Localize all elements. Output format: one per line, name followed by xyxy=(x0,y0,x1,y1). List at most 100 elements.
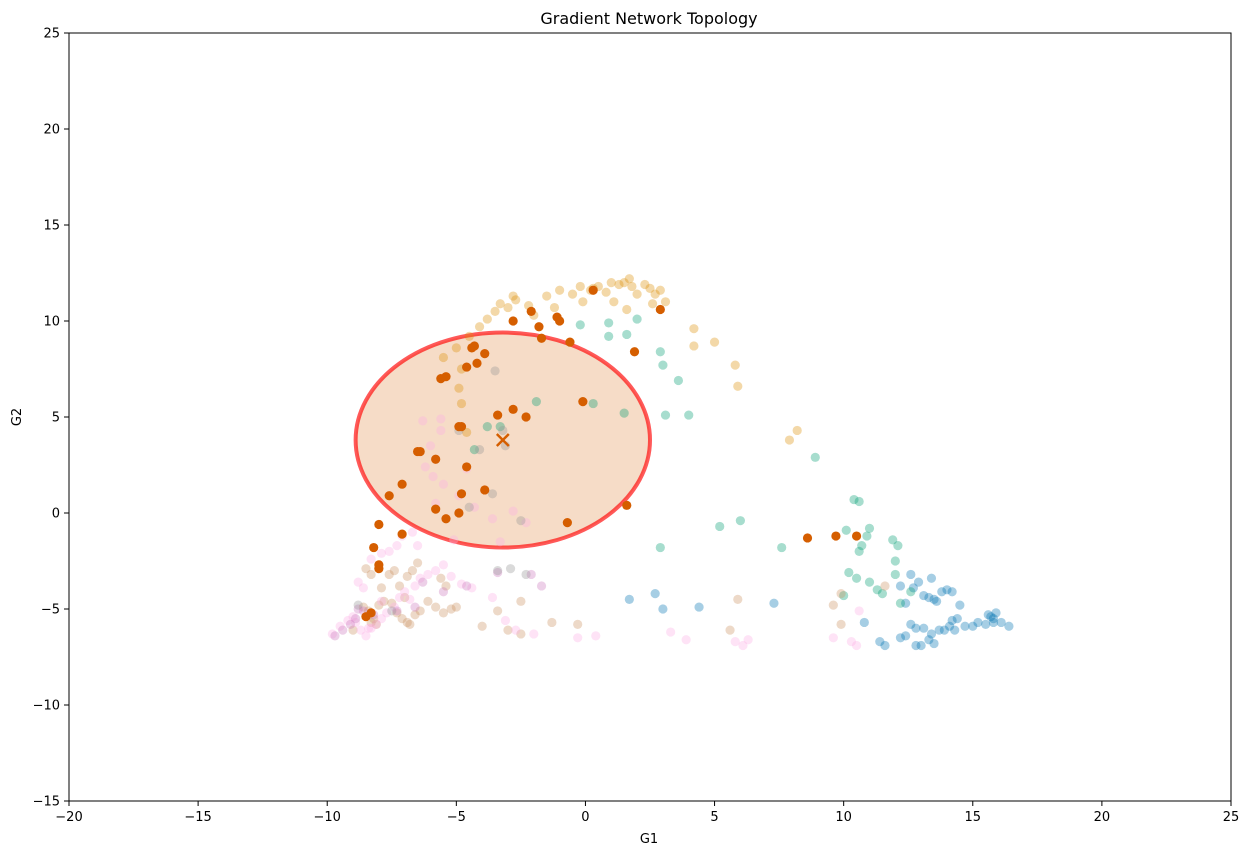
data-point xyxy=(467,583,477,593)
data-point xyxy=(351,617,361,628)
data-point xyxy=(415,606,425,616)
data-point xyxy=(387,598,397,608)
data-point xyxy=(960,621,970,631)
data-point xyxy=(743,635,753,645)
data-point xyxy=(493,410,503,420)
data-point xyxy=(942,585,952,595)
data-point xyxy=(715,521,725,532)
data-point xyxy=(392,541,402,551)
data-point xyxy=(996,617,1006,628)
data-point xyxy=(413,558,423,568)
data-point xyxy=(431,504,441,514)
data-point xyxy=(441,581,451,591)
data-point xyxy=(371,619,381,629)
data-point xyxy=(382,608,392,618)
data-point xyxy=(844,567,854,578)
data-point xyxy=(423,569,433,580)
data-point xyxy=(353,577,363,587)
data-point xyxy=(981,619,991,629)
data-point xyxy=(384,546,394,557)
data-point xyxy=(366,623,376,633)
y-axis: −15 −10 −5 0 5 10 15 20 25 xyxy=(33,27,69,810)
data-point xyxy=(851,573,862,583)
data-point xyxy=(338,625,348,635)
x-tick-label: 20 xyxy=(1094,810,1111,825)
data-point xyxy=(436,573,446,583)
data-point xyxy=(733,594,743,605)
data-point xyxy=(348,625,358,635)
data-point xyxy=(521,412,531,422)
data-point xyxy=(438,479,449,489)
data-point xyxy=(890,569,900,580)
data-point xyxy=(604,331,614,341)
data-point xyxy=(769,598,779,608)
data-point xyxy=(516,596,526,606)
data-point xyxy=(924,592,934,603)
data-point xyxy=(358,583,368,593)
data-point xyxy=(730,637,740,647)
data-point xyxy=(536,333,547,343)
y-tick-label: 5 xyxy=(52,411,60,426)
data-point xyxy=(864,577,875,587)
data-point xyxy=(477,621,487,631)
data-point xyxy=(846,637,857,647)
data-point xyxy=(441,514,451,524)
data-point xyxy=(376,614,387,624)
data-point xyxy=(508,404,518,414)
data-point xyxy=(462,581,472,591)
y-tick-label: 25 xyxy=(43,27,60,42)
data-point xyxy=(529,629,539,639)
data-point xyxy=(361,564,371,574)
data-point xyxy=(851,531,862,541)
data-point xyxy=(650,589,660,599)
data-point xyxy=(410,581,420,591)
data-point xyxy=(908,583,918,593)
data-point xyxy=(420,462,430,472)
data-point xyxy=(495,537,505,547)
data-point xyxy=(655,542,665,553)
data-point xyxy=(919,590,929,601)
data-point xyxy=(810,452,820,462)
data-point xyxy=(640,279,650,290)
data-point xyxy=(474,322,485,332)
data-point xyxy=(482,422,492,432)
data-point xyxy=(436,425,446,436)
data-point xyxy=(516,629,526,639)
data-point xyxy=(916,640,926,651)
data-point xyxy=(384,491,394,501)
x-tick-label: −20 xyxy=(55,810,82,825)
data-point xyxy=(389,602,399,612)
data-point xyxy=(880,640,890,651)
data-point xyxy=(449,535,459,545)
data-point xyxy=(402,571,412,581)
data-point xyxy=(666,627,676,637)
data-point xyxy=(330,631,340,641)
data-point xyxy=(405,619,415,629)
data-point xyxy=(828,600,838,610)
data-point xyxy=(456,489,467,499)
data-point xyxy=(947,587,957,597)
chart-title: Gradient Network Topology xyxy=(540,9,757,28)
x-tick-label: −10 xyxy=(314,810,341,825)
data-point xyxy=(839,590,849,601)
data-point xyxy=(387,606,397,616)
data-point xyxy=(353,604,363,614)
data-point xyxy=(534,322,544,332)
data-point xyxy=(944,621,955,631)
data-point xyxy=(973,617,983,628)
data-point xyxy=(536,581,547,591)
data-point xyxy=(361,631,371,641)
data-point xyxy=(487,592,498,603)
y-tick-label: 20 xyxy=(43,123,60,138)
data-point xyxy=(431,602,441,612)
data-point xyxy=(694,602,704,612)
data-point xyxy=(955,600,965,610)
data-point xyxy=(335,621,345,631)
data-point xyxy=(658,604,668,614)
data-point xyxy=(895,581,906,591)
data-point xyxy=(875,637,885,647)
data-point xyxy=(531,397,541,407)
data-point xyxy=(575,281,585,292)
y-tick-label: −15 xyxy=(33,795,60,810)
data-point xyxy=(601,287,611,297)
